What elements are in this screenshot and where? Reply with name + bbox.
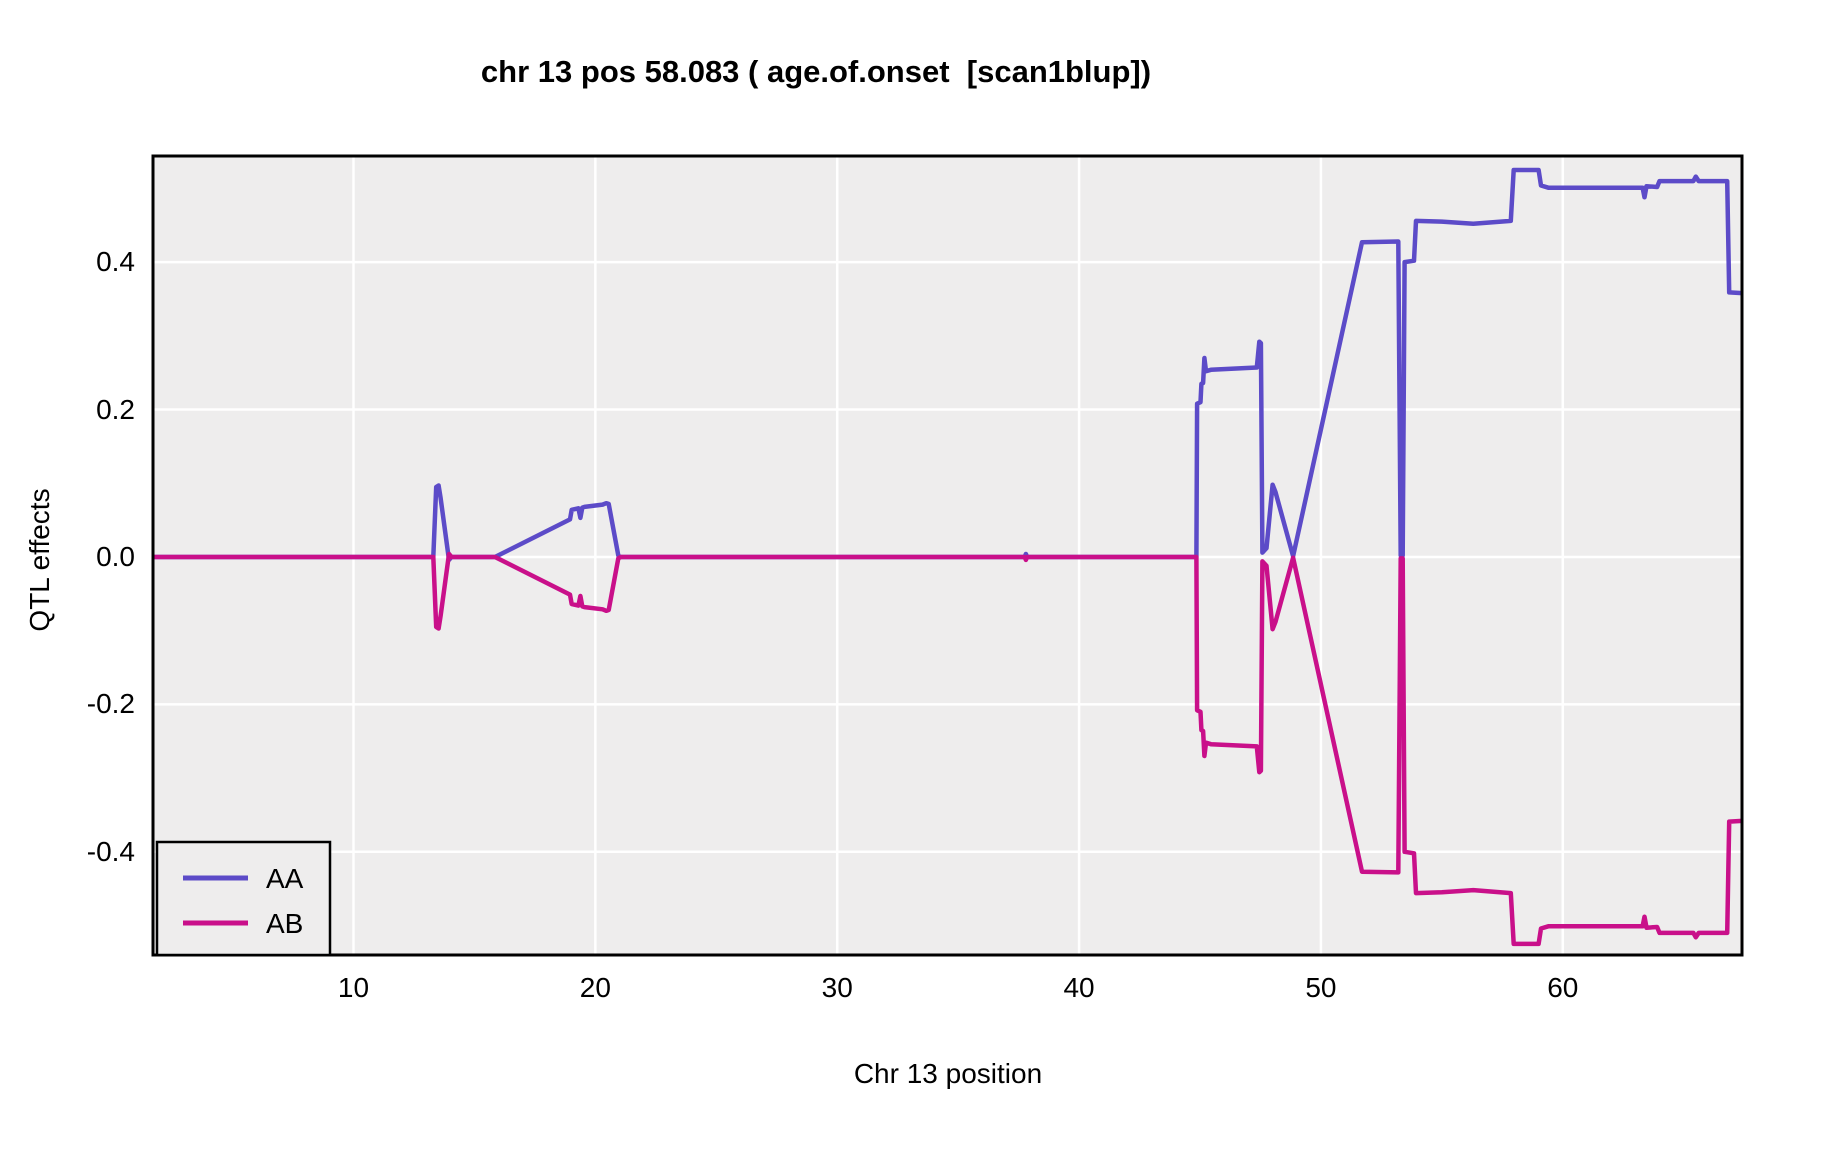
x-tick-label-10: 10 <box>337 972 370 1003</box>
y-tick-label-0.4: 0.4 <box>96 246 135 278</box>
y-tick-label--0.4: -0.4 <box>86 835 135 867</box>
y-tick-label-0.2: 0.2 <box>96 393 135 425</box>
legend-label-AB: AB <box>266 908 303 939</box>
x-tick-label-30: 30 <box>821 972 853 1003</box>
x-axis-title: Chr 13 position <box>853 1058 1043 1089</box>
plot-border <box>151 154 1744 957</box>
y-tick-label-0.0: 0.0 <box>96 540 135 572</box>
series-line-AA <box>153 167 1743 563</box>
legend-box <box>155 840 332 957</box>
series-line-AB <box>153 551 1743 947</box>
x-tick-label-50: 50 <box>1305 972 1337 1003</box>
x-tick-label-60: 60 <box>1547 972 1579 1003</box>
x-tick-label-20: 20 <box>579 972 611 1003</box>
legend-label-AA: AA <box>266 863 304 894</box>
y-tick-label--0.2: -0.2 <box>86 688 135 720</box>
x-tick-label-40: 40 <box>1063 972 1095 1003</box>
chart-title: chr 13 pos 58.083 ( age.of.onset [scan1b… <box>480 54 1152 89</box>
